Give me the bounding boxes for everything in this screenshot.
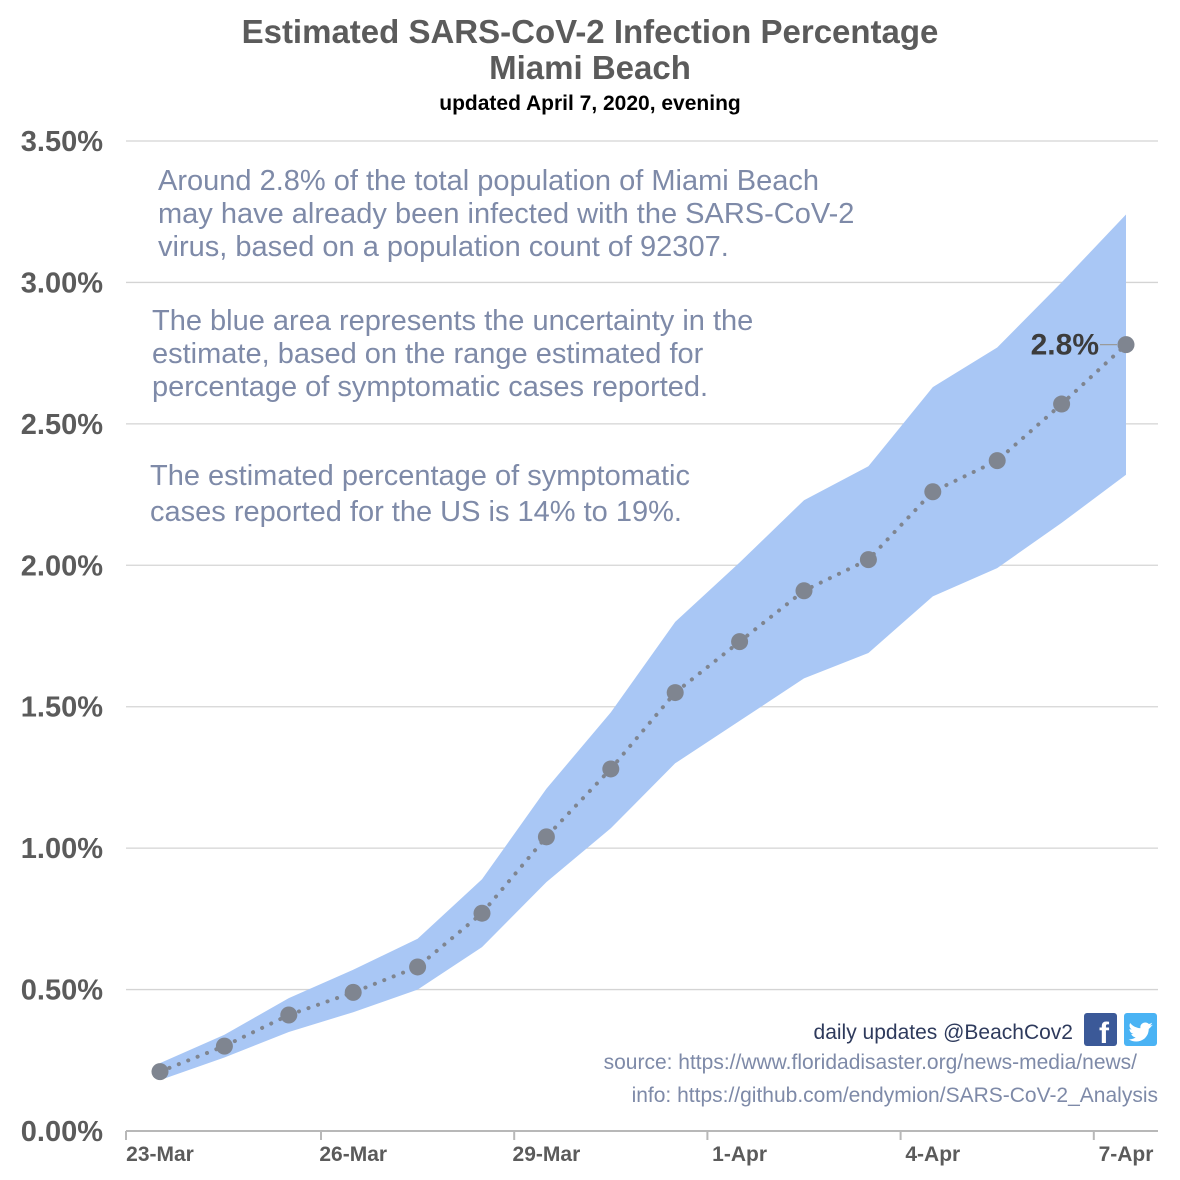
note-line: The blue area represents the uncertainty… [152, 305, 753, 337]
daily-updates-text: daily updates @BeachCov2 [814, 1021, 1073, 1044]
svg-text:f: f [1099, 1017, 1110, 1050]
x-tick-label: 7-Apr [1099, 1143, 1154, 1166]
data-point [1053, 395, 1071, 413]
data-point [924, 483, 942, 501]
data-point [988, 452, 1006, 470]
note-line: Around 2.8% of the total population of M… [158, 165, 819, 197]
y-axis-ticks: 0.00% 0.50% 1.00% 1.50% 2.00% 2.50% 3.00% 3.50% [21, 126, 103, 1148]
data-point [280, 1006, 298, 1024]
twitter-icon[interactable] [1124, 1013, 1157, 1046]
note-line: percentage of symptomatic cases reported… [152, 371, 708, 403]
x-tick-label: 26-Mar [319, 1143, 387, 1166]
data-point [473, 904, 491, 922]
x-tick-label: 1-Apr [712, 1143, 767, 1166]
y-tick-label: 3.50% [21, 126, 103, 158]
estimate-line [158, 342, 1128, 1074]
y-tick-label: 0.00% [21, 1116, 103, 1148]
data-point [602, 760, 620, 778]
note-line: cases reported for the US is 14% to 19%. [150, 496, 682, 528]
credits: daily updates @BeachCov2 f source: https… [604, 1013, 1158, 1107]
estimate-series: 2.8% [151, 329, 1135, 1081]
data-point [795, 582, 813, 600]
x-tick-label: 29-Mar [513, 1143, 581, 1166]
source-text: source: https://www.floridadisaster.org/… [604, 1051, 1138, 1074]
info-text: info: https://github.com/endymion/SARS-C… [632, 1084, 1158, 1107]
data-point [859, 551, 877, 569]
data-point [409, 958, 427, 976]
last-value-label: 2.8% [1031, 329, 1099, 362]
data-point [215, 1037, 233, 1055]
y-tick-label: 1.00% [21, 833, 103, 865]
data-point [731, 633, 749, 651]
data-point [666, 684, 684, 702]
y-tick-label: 2.00% [21, 550, 103, 582]
y-tick-label: 3.00% [21, 267, 103, 299]
x-tick-label: 23-Mar [126, 1143, 194, 1166]
x-axis [125, 1130, 1158, 1140]
data-point [151, 1063, 169, 1081]
data-point [537, 828, 555, 846]
facebook-icon[interactable]: f [1084, 1013, 1117, 1050]
note-symptomatic-range: The estimated percentage of symptomatic … [150, 460, 690, 528]
chart-title-city: Miami Beach [489, 49, 691, 86]
chart-subtitle: updated April 7, 2020, evening [439, 92, 740, 115]
y-tick-label: 0.50% [21, 975, 103, 1007]
y-tick-label: 1.50% [21, 692, 103, 724]
note-uncertainty: The blue area represents the uncertainty… [152, 305, 753, 403]
note-line: may have already been infected with the … [158, 198, 854, 230]
data-point [1117, 336, 1135, 354]
chart-title: Estimated SARS-CoV-2 Infection Percentag… [242, 13, 939, 50]
note-population-estimate: Around 2.8% of the total population of M… [158, 165, 854, 263]
note-line: estimate, based on the range estimated f… [152, 338, 704, 370]
note-line: virus, based on a population count of 92… [158, 231, 729, 263]
y-tick-label: 2.50% [21, 409, 103, 441]
note-line: The estimated percentage of symptomatic [150, 460, 690, 492]
data-point [344, 983, 362, 1001]
x-axis-ticks: 23-Mar 26-Mar 29-Mar 1-Apr 4-Apr 7-Apr [126, 1143, 1153, 1166]
x-tick-label: 4-Apr [905, 1143, 960, 1166]
